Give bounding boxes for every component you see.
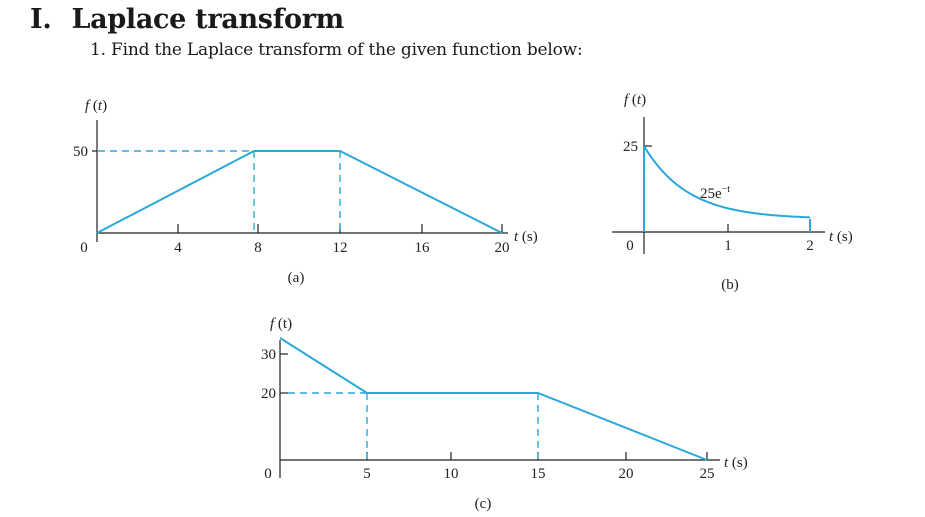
figure-b-curve-label-exp: −t bbox=[722, 184, 731, 195]
figure-b-curve-label: 25e−t bbox=[700, 184, 730, 202]
figure-a-function-curve bbox=[97, 151, 502, 233]
figure-c-xlabel: t (s) bbox=[724, 455, 748, 471]
figure-b-ylabel: f (t) bbox=[624, 92, 646, 108]
figure-c-x-tick-label: 20 bbox=[619, 466, 634, 482]
figure-c-x-tick-label: 15 bbox=[531, 466, 546, 482]
figure-b-xlabel: t (s) bbox=[829, 229, 853, 245]
figure-a-ylabel: f (t) bbox=[85, 98, 107, 114]
figure-c-y-tick-label: 30 bbox=[261, 347, 276, 363]
figure-a-x-tick-label: 8 bbox=[254, 240, 262, 256]
figure-c-ylabel: f (t) bbox=[270, 316, 292, 332]
figure-b-x-tick-label: 2 bbox=[806, 238, 814, 254]
figure-b-y-tick-label: 25 bbox=[623, 139, 638, 155]
figure-b: f (t) 25 0 1 2 t (s) 25e−t (b) bbox=[612, 92, 853, 293]
figure-a-x-tick-label: 16 bbox=[415, 240, 431, 256]
figure-a-x-tick-label: 12 bbox=[333, 240, 348, 256]
figure-b-caption: (b) bbox=[721, 277, 739, 293]
figure-b-origin-label: 0 bbox=[626, 238, 634, 254]
figure-c-caption: (c) bbox=[475, 496, 492, 512]
figure-b-curve-label-base: 25e bbox=[700, 186, 722, 202]
figure-c-y-tick-label: 20 bbox=[261, 386, 276, 402]
figure-c-x-tick-label: 10 bbox=[444, 466, 459, 482]
figure-b-x-tick-label: 1 bbox=[724, 238, 732, 254]
figure-c: f (t) 30 20 0 5 10 15 20 25 t (s) (c) bbox=[261, 316, 748, 512]
figure-c-function-curve bbox=[280, 338, 707, 460]
figure-c-x-tick-label: 25 bbox=[700, 466, 715, 482]
figure-c-x-tick-label: 5 bbox=[363, 466, 371, 482]
figure-a-x-tick-label: 4 bbox=[174, 240, 182, 256]
figure-a-origin-label: 0 bbox=[80, 240, 88, 256]
figure-c-origin-label: 0 bbox=[264, 466, 272, 482]
figure-a-x-tick-label: 20 bbox=[495, 240, 510, 256]
figure-b-function-curve bbox=[644, 146, 810, 217]
figure-a: f (t) 50 0 4 8 12 16 20 t (s) (a) bbox=[73, 98, 538, 286]
figure-a-y-tick-label: 50 bbox=[73, 144, 88, 160]
figure-a-xlabel: t (s) bbox=[514, 229, 538, 245]
figure-a-caption: (a) bbox=[288, 270, 305, 286]
